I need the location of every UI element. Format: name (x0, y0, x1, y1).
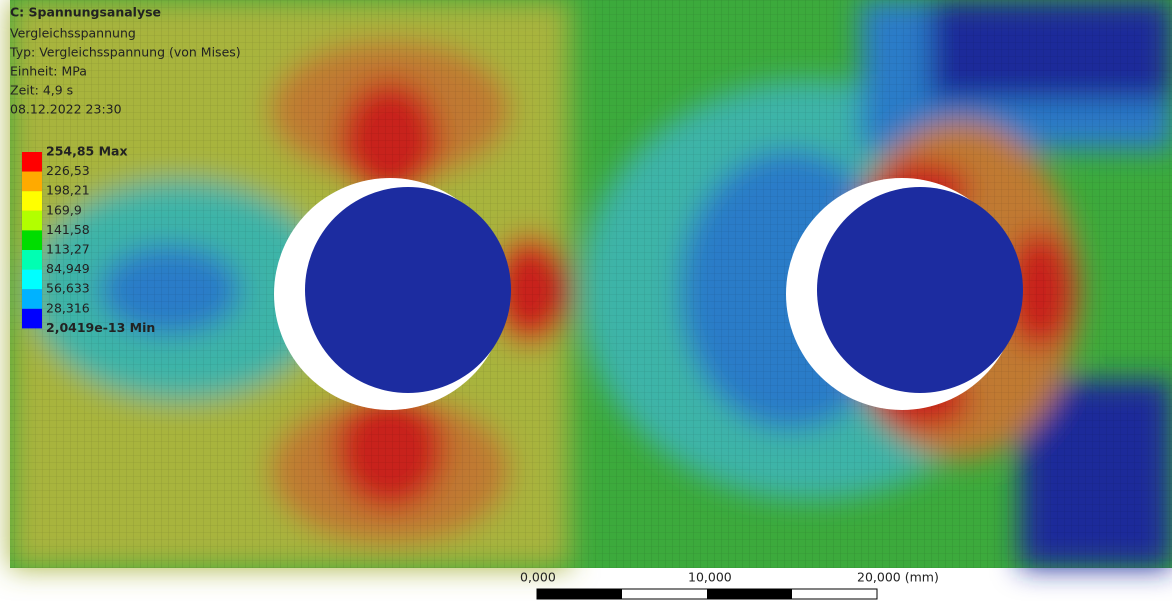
legend-swatch (22, 230, 42, 250)
legend-swatch (22, 270, 42, 290)
legend-swatch (22, 289, 42, 309)
scale-bar (537, 589, 877, 599)
legend-swatch (22, 211, 42, 231)
legend-label: 254,85 Max (46, 144, 128, 159)
info-line: Einheit: MPa (10, 64, 87, 79)
info-line: Vergleichsspannung (10, 26, 136, 41)
legend-label: 226,53 (46, 163, 90, 178)
info-line: Zeit: 4,9 s (10, 83, 73, 98)
legend-label: 198,21 (46, 183, 90, 198)
legend-label: 141,58 (46, 222, 90, 237)
legend-swatch (22, 309, 42, 329)
scale-label: 0,000 (520, 570, 556, 585)
legend-label: 2,0419e-13 Min (46, 320, 155, 335)
legend-label: 28,316 (46, 300, 90, 315)
legend-label: 84,949 (46, 261, 90, 276)
legend-label: 113,27 (46, 242, 90, 257)
legend-swatch (22, 191, 42, 211)
info-line: Typ: Vergleichsspannung (von Mises) (9, 45, 241, 60)
legend-swatch (22, 172, 42, 192)
title: C: Spannungsanalyse (10, 5, 161, 20)
legend-swatch (22, 152, 42, 172)
contour-plot (10, 0, 1172, 568)
screen: C: Spannungsanalyse Vergleichsspannung Ty… (0, 0, 1172, 601)
legend-swatch (22, 250, 42, 270)
info-line: 08.12.2022 23:30 (10, 102, 122, 117)
legend-label: 169,9 (46, 202, 82, 217)
scale-label: 20,000 (mm) (857, 570, 939, 585)
scale-label: 10,000 (688, 570, 732, 585)
legend-label: 56,633 (46, 281, 90, 296)
